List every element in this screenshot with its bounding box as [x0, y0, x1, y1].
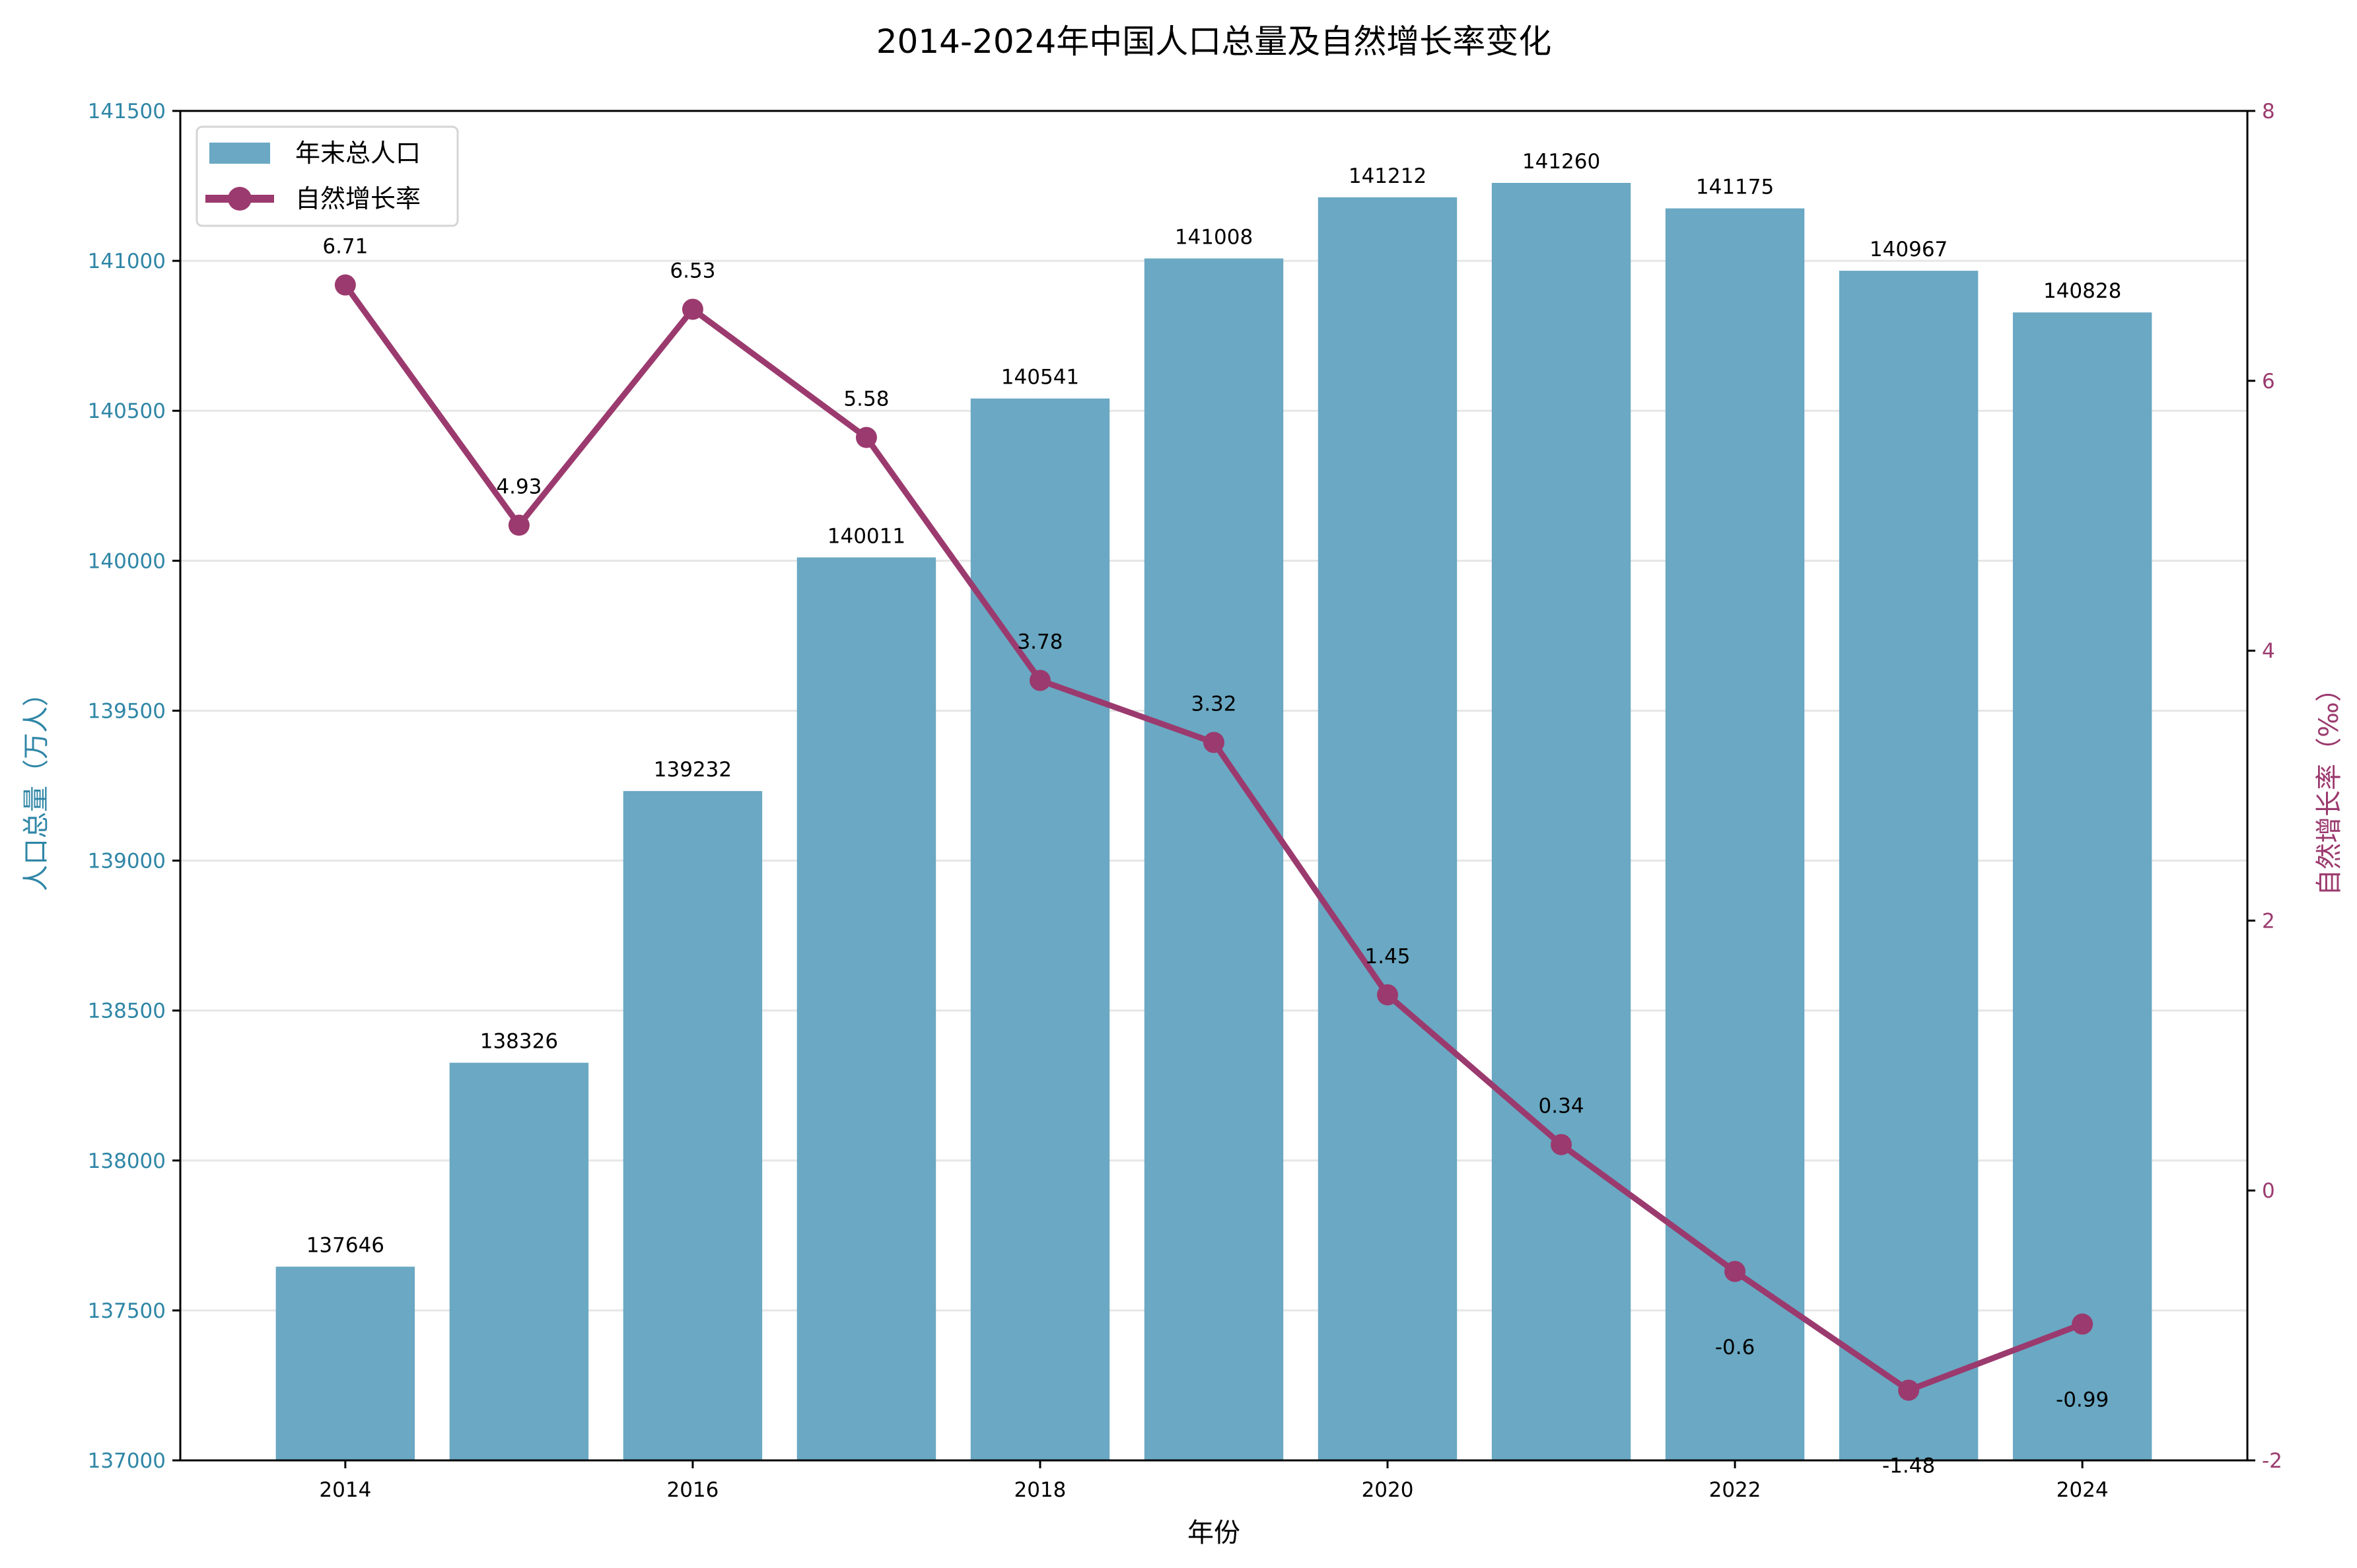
bar-labels: 137646 138326 139232 140011 140541 141008 1412… — [306, 150, 2122, 1258]
bar — [623, 791, 763, 1460]
y-tick-label-right: 6 — [2262, 370, 2275, 393]
x-tick-label: 2016 — [666, 1478, 719, 1502]
bar-value-label: 141175 — [1696, 176, 1774, 199]
legend-bar-swatch — [209, 143, 270, 164]
y-axis-label-right: 自然增长率（‰） — [2314, 675, 2344, 896]
x-tick-label: 2020 — [1362, 1478, 1414, 1502]
bar — [449, 1062, 589, 1460]
rate-value-label: 3.32 — [1191, 693, 1236, 716]
rate-marker — [1029, 669, 1051, 691]
y-tick-label-left: 140500 — [88, 399, 166, 423]
legend: 年末总人口 自然增长率 — [195, 125, 459, 227]
bar — [275, 1266, 415, 1460]
chart-title: 2014-2024年中国人口总量及自然增长率变化 — [876, 22, 1552, 61]
bar — [796, 557, 936, 1460]
rate-marker — [2072, 1313, 2093, 1335]
bar-value-label: 140967 — [1870, 238, 1948, 261]
y-tick-label-left: 137500 — [88, 1299, 166, 1323]
rate-marker — [334, 274, 356, 296]
rate-marker — [508, 514, 530, 536]
y-tick-label-left: 138000 — [88, 1149, 166, 1173]
bar — [1665, 208, 1805, 1461]
bar — [970, 398, 1110, 1460]
bar-value-label: 139232 — [654, 758, 732, 782]
bars — [275, 183, 2152, 1461]
rate-marker — [1898, 1379, 1920, 1401]
x-tick-label: 2024 — [2057, 1478, 2109, 1502]
y-tick-label-right: 2 — [2262, 909, 2275, 933]
bar-value-label: 138326 — [480, 1030, 558, 1054]
y-tick-label-right: 8 — [2262, 100, 2275, 123]
y-tick-label-left: 137000 — [88, 1449, 166, 1473]
y-tick-label-right: -2 — [2262, 1449, 2282, 1473]
legend-label-population: 年末总人口 — [295, 139, 421, 168]
rate-value-label: -0.99 — [2056, 1388, 2109, 1412]
legend-marker-icon — [228, 187, 252, 211]
y-tick-label-right: 4 — [2262, 640, 2275, 664]
bar — [1491, 183, 1631, 1461]
bar-value-label: 137646 — [306, 1234, 384, 1258]
bar — [1318, 197, 1458, 1460]
x-axis-label: 年份 — [1187, 1518, 1240, 1548]
rate-value-label: -1.48 — [1882, 1454, 1935, 1478]
bar-value-label: 140828 — [2043, 279, 2121, 303]
y-tick-label-left: 139500 — [88, 699, 166, 723]
rate-value-label: 3.78 — [1017, 631, 1063, 654]
rate-value-label: 4.93 — [496, 475, 542, 499]
bar — [2012, 312, 2152, 1461]
bar-value-label: 141008 — [1175, 225, 1253, 249]
rate-marker — [1551, 1134, 1572, 1155]
bar — [1839, 271, 1979, 1460]
x-tick-label: 2014 — [319, 1478, 371, 1502]
y-tick-label-right: 0 — [2262, 1179, 2275, 1203]
rate-value-label: 5.58 — [843, 388, 889, 411]
y-tick-label-left: 141000 — [88, 250, 166, 273]
bar-value-label: 140541 — [1001, 366, 1079, 390]
rate-value-label: 1.45 — [1365, 945, 1411, 969]
rate-value-label: 0.34 — [1539, 1095, 1584, 1118]
y-tick-label-left: 138500 — [88, 1000, 166, 1023]
bar-value-label: 141260 — [1522, 150, 1600, 174]
rate-marker — [682, 298, 703, 320]
rate-value-label: 6.71 — [322, 235, 368, 259]
x-tick-label: 2022 — [1709, 1478, 1761, 1502]
bar-value-label: 140011 — [827, 524, 905, 548]
y-tick-label-left: 139000 — [88, 850, 166, 873]
y-tick-label-left: 141500 — [88, 100, 166, 123]
legend-label-rate: 自然增长率 — [295, 184, 421, 213]
rate-marker — [1203, 732, 1224, 753]
y-axis-label-left: 人口总量（万人） — [21, 680, 52, 891]
rate-line: 6.71 4.93 6.53 5.58 3.78 3.32 1.45 0.34 -0.6 -1.4… — [322, 235, 2109, 1478]
rate-marker — [1377, 984, 1399, 1006]
bar — [1144, 258, 1284, 1461]
rate-marker — [1724, 1260, 1746, 1282]
rate-marker — [855, 426, 877, 448]
plot-frame — [179, 110, 2249, 1462]
bar-value-label: 141212 — [1349, 164, 1426, 188]
rate-value-label: 6.53 — [670, 259, 715, 283]
rate-value-label: -0.6 — [1715, 1336, 1755, 1359]
y-tick-label-left: 140000 — [88, 549, 166, 573]
x-tick-label: 2018 — [1014, 1478, 1067, 1502]
axes: 137000 137500 138000 138500 139000 139500 1400… — [88, 100, 2282, 1502]
